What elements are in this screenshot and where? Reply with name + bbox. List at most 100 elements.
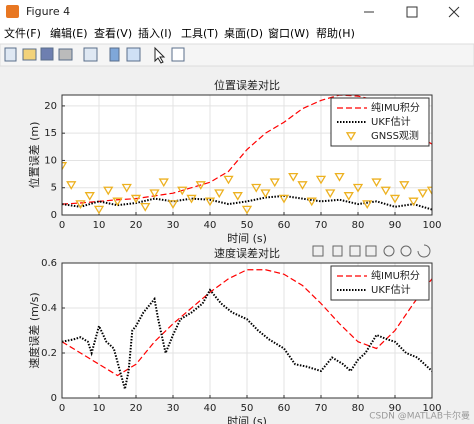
menu-item[interactable]: 桌面(D) (224, 27, 263, 40)
menu-bar (0, 24, 474, 44)
menu-item[interactable]: 帮助(H) (316, 26, 355, 40)
marker (158, 178, 169, 188)
x-tick-label: 30 (167, 403, 180, 414)
watermark: CSDN @MATLAB卡尔曼 (369, 410, 470, 422)
print-button[interactable] (58, 48, 73, 61)
x-tick-label: 40 (204, 220, 217, 231)
marker (288, 172, 299, 182)
y-tick-label: 0.6 (41, 258, 57, 269)
legend-marker (345, 132, 357, 141)
legend-label: GNSS观测 (371, 129, 419, 142)
marker (334, 172, 345, 182)
chart-title: 速度误差对比 (214, 246, 280, 260)
marker (325, 189, 336, 199)
link-button[interactable] (83, 47, 98, 62)
marker (389, 194, 401, 204)
x-tick-label: 30 (167, 220, 180, 231)
marker (195, 181, 206, 190)
marker (204, 197, 216, 207)
pointer-button[interactable] (154, 46, 166, 64)
menu-item[interactable]: 窗口(W) (268, 26, 309, 40)
x-axis-label: 时间 (s) (227, 415, 267, 424)
y-tick-label: 10 (44, 155, 57, 166)
marker (408, 197, 419, 207)
marker (186, 194, 197, 204)
chart-title: 位置误差对比 (214, 78, 280, 92)
restore-button[interactable] (417, 244, 431, 258)
marker (214, 189, 225, 199)
menu-item[interactable]: 文件(F) (4, 26, 41, 40)
marker (251, 183, 262, 193)
marker (130, 194, 142, 204)
pan-button[interactable] (365, 245, 377, 257)
plot-content (62, 269, 432, 390)
axes-toolbar (312, 244, 431, 258)
maximize-button[interactable] (406, 6, 418, 18)
y-axis-label: 速度误差 (m/s) (27, 292, 41, 368)
marker (297, 181, 308, 190)
colorbar-button[interactable] (109, 47, 120, 62)
axes-box (61, 94, 433, 216)
x-tick-label: 90 (389, 220, 402, 231)
datatip-button[interactable] (332, 245, 343, 257)
series-line (62, 95, 432, 205)
zoom-in-button[interactable] (383, 245, 395, 257)
x-tick-label: 0 (59, 403, 65, 414)
menu-item[interactable]: 工具(T) (181, 27, 218, 40)
marker (426, 186, 432, 196)
marker (62, 162, 68, 171)
legend-button[interactable] (126, 47, 141, 62)
marker (66, 181, 77, 190)
marker (417, 189, 428, 199)
x-tick-label: 100 (422, 220, 441, 231)
marker (149, 189, 160, 199)
x-tick-label: 60 (278, 220, 291, 231)
x-tick-label: 20 (130, 403, 143, 414)
x-tick-label: 10 (93, 220, 106, 231)
legend-label: 纯IMU积分 (371, 269, 420, 282)
legend-label: UKF估计 (371, 115, 411, 128)
y-axis-label: 位置误差 (m) (27, 122, 41, 189)
marker (352, 183, 364, 193)
x-tick-label: 70 (315, 220, 328, 231)
x-tick-label: 90 (389, 403, 402, 414)
x-tick-label: 60 (278, 403, 291, 414)
marker (343, 192, 354, 201)
new-button[interactable] (4, 47, 17, 62)
series-line (62, 269, 432, 377)
marker (241, 205, 253, 215)
marker (315, 175, 327, 185)
brush-button[interactable] (349, 245, 361, 257)
save-button[interactable] (40, 47, 54, 61)
marker (93, 205, 105, 215)
legend-box (330, 265, 430, 301)
marker (278, 194, 290, 204)
series-line (62, 288, 432, 390)
marker (380, 186, 391, 196)
property-button[interactable] (171, 47, 185, 62)
menu-item[interactable]: 编辑(E) (50, 26, 88, 40)
x-tick-label: 80 (352, 220, 365, 231)
close-button[interactable] (448, 6, 460, 18)
marker (260, 189, 271, 199)
marker (269, 178, 280, 188)
marker (223, 175, 234, 185)
menu-item[interactable]: 插入(I) (138, 26, 172, 40)
y-tick-label: 0.2 (41, 348, 57, 359)
title-bar (0, 0, 474, 24)
export-button[interactable] (312, 245, 324, 257)
marker (140, 202, 151, 212)
toolbar-buttons (4, 46, 185, 64)
y-tick-label: 0 (51, 210, 57, 221)
zoom-out-button[interactable] (400, 245, 412, 257)
marker (121, 183, 132, 193)
window-title: Figure 4 (26, 5, 70, 18)
legend-label: 纯IMU积分 (371, 101, 420, 114)
y-tick-label: 0 (51, 393, 57, 404)
open-button[interactable] (22, 48, 37, 61)
marker (371, 178, 382, 188)
menu-item[interactable]: 查看(V) (94, 26, 132, 40)
y-tick-label: 20 (44, 101, 57, 112)
x-tick-label: 50 (241, 403, 254, 414)
marker (177, 186, 188, 196)
